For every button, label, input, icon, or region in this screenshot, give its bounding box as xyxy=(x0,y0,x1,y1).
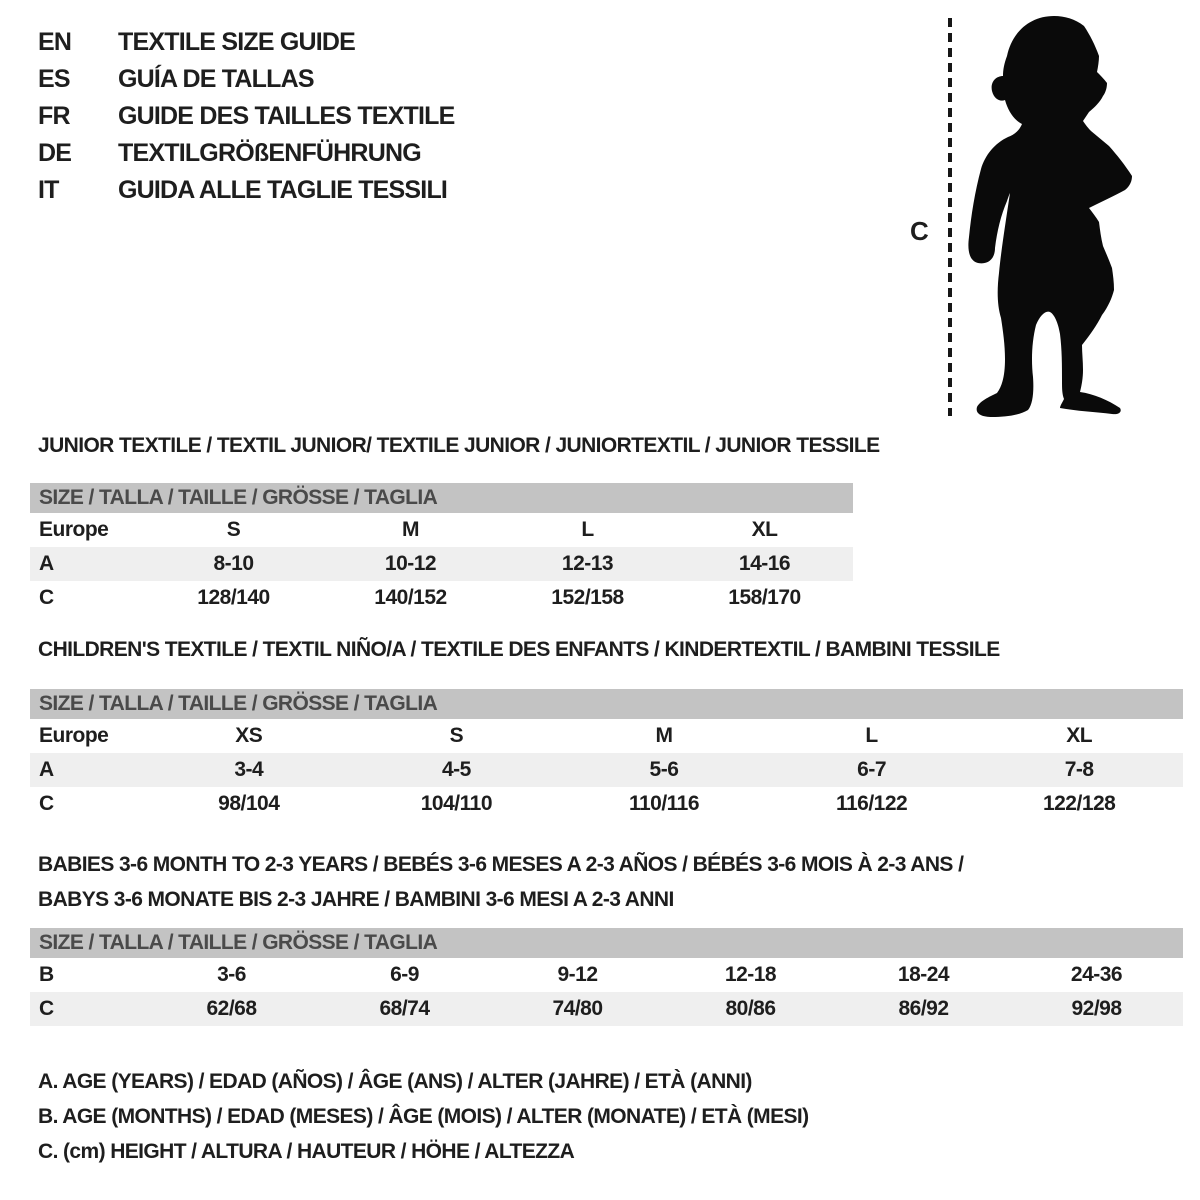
section-title-line: BABIES 3-6 MONTH TO 2-3 YEARS / BEBÉS 3-… xyxy=(38,853,964,876)
table-cell: 24-36 xyxy=(1070,963,1123,986)
table-row: B 3-6 6-9 9-12 12-18 18-24 24-36 xyxy=(30,958,1183,992)
legend-line: A. AGE (YEARS) / EDAD (AÑOS) / ÂGE (ANS)… xyxy=(38,1070,752,1093)
language-code: IT xyxy=(38,176,59,204)
table-cell: M xyxy=(402,518,420,541)
table-cell: 74/80 xyxy=(552,997,603,1020)
legend-line: B. AGE (MONTHS) / EDAD (MESES) / ÂGE (MO… xyxy=(38,1105,809,1128)
table-cell: 5-6 xyxy=(649,758,679,781)
height-measure-dashed-line xyxy=(948,18,952,416)
table-cell: 140/152 xyxy=(374,586,447,609)
height-measure-label: C xyxy=(910,216,929,246)
legend-line: C. (cm) HEIGHT / ALTURA / HAUTEUR / HÖHE… xyxy=(38,1140,575,1163)
table-row: C 98/104 104/110 110/116 116/122 122/128 xyxy=(30,787,1183,821)
row-label: A xyxy=(39,758,54,781)
table-cell: XL xyxy=(1066,724,1093,747)
language-row: EN TEXTILE SIZE GUIDE xyxy=(38,24,455,61)
row-label: C xyxy=(39,586,54,609)
row-label: C xyxy=(39,792,54,815)
table-cell: 9-12 xyxy=(557,963,598,986)
table-cell: XS xyxy=(235,724,263,747)
section-title-children: CHILDREN'S TEXTILE / TEXTIL NIÑO/A / TEX… xyxy=(38,638,1000,662)
table-cell: 80/86 xyxy=(725,997,776,1020)
table-cell: 6-7 xyxy=(857,758,886,781)
section-title-line: CHILDREN'S TEXTILE / TEXTIL NIÑO/A / TEX… xyxy=(38,638,1000,661)
table-cell: 3-6 xyxy=(217,963,246,986)
language-title: GUIDE DES TAILLES TEXTILE xyxy=(118,102,455,130)
section-title-babies: BABIES 3-6 MONTH TO 2-3 YEARS / BEBÉS 3-… xyxy=(38,847,1038,917)
table-cell: 7-8 xyxy=(1064,758,1094,781)
language-title: GUIDA ALLE TAGLIE TESSILI xyxy=(118,176,448,204)
language-row: DE TEXTILGRÖßENFÜHRUNG xyxy=(38,135,455,172)
language-code: DE xyxy=(38,139,72,167)
table-row: C 128/140 140/152 152/158 158/170 xyxy=(30,581,853,615)
table-row: Europe XS S M L XL xyxy=(30,719,1183,753)
size-table-header: SIZE / TALLA / TAILLE / GRÖSSE / TAGLIA xyxy=(30,689,1183,719)
table-cell: 6-9 xyxy=(390,963,419,986)
table-cell: 12-13 xyxy=(561,552,614,575)
table-cell: XL xyxy=(751,518,778,541)
table-row: Europe S M L XL xyxy=(30,513,853,547)
size-table-header: SIZE / TALLA / TAILLE / GRÖSSE / TAGLIA xyxy=(30,928,1183,958)
section-title-junior: JUNIOR TEXTILE / TEXTIL JUNIOR/ TEXTILE … xyxy=(38,434,880,458)
row-label: B xyxy=(39,963,54,986)
language-row: FR GUIDE DES TAILLES TEXTILE xyxy=(38,98,455,135)
section-title-line: BABYS 3-6 MONATE BIS 2-3 JAHRE / BAMBINI… xyxy=(38,888,674,911)
toddler-silhouette-icon xyxy=(968,16,1132,417)
table-cell: 110/116 xyxy=(628,792,700,815)
legend: A. AGE (YEARS) / EDAD (AÑOS) / ÂGE (ANS)… xyxy=(38,1064,809,1169)
language-title: GUÍA DE TALLAS xyxy=(118,65,315,93)
row-label: Europe xyxy=(39,518,109,541)
table-cell: 62/68 xyxy=(206,997,257,1020)
table-cell: S xyxy=(449,724,464,747)
table-cell: 86/92 xyxy=(898,997,949,1020)
table-cell: 68/74 xyxy=(379,997,430,1020)
language-title: TEXTILE SIZE GUIDE xyxy=(118,28,356,56)
row-label: C xyxy=(39,997,54,1020)
table-cell: 18-24 xyxy=(897,963,950,986)
row-label: A xyxy=(39,552,54,575)
row-label: Europe xyxy=(39,724,109,747)
language-code: FR xyxy=(38,102,71,130)
table-row: C 62/68 68/74 74/80 80/86 86/92 92/98 xyxy=(30,992,1183,1026)
table-cell: 10-12 xyxy=(384,552,437,575)
size-table-junior: SIZE / TALLA / TAILLE / GRÖSSE / TAGLIA E… xyxy=(30,483,853,615)
table-cell: 12-18 xyxy=(724,963,777,986)
table-cell: 152/158 xyxy=(551,586,624,609)
language-row: ES GUÍA DE TALLAS xyxy=(38,61,455,98)
table-cell: S xyxy=(226,518,241,541)
size-table-babies: SIZE / TALLA / TAILLE / GRÖSSE / TAGLIA B… xyxy=(30,928,1183,1026)
section-title-line: JUNIOR TEXTILE / TEXTIL JUNIOR/ TEXTILE … xyxy=(38,434,880,457)
table-cell: 128/140 xyxy=(197,586,270,609)
language-code: EN xyxy=(38,28,72,56)
table-cell: L xyxy=(581,518,594,541)
table-cell: 4-5 xyxy=(441,758,471,781)
table-cell: 92/98 xyxy=(1071,997,1122,1020)
table-cell: 122/128 xyxy=(1042,792,1116,815)
table-row: A 3-4 4-5 5-6 6-7 7-8 xyxy=(30,753,1183,787)
language-row: IT GUIDA ALLE TAGLIE TESSILI xyxy=(38,172,455,209)
table-cell: 98/104 xyxy=(218,792,280,815)
table-cell: 3-4 xyxy=(234,758,264,781)
size-table-header: SIZE / TALLA / TAILLE / GRÖSSE / TAGLIA xyxy=(30,483,853,513)
table-cell: 104/110 xyxy=(420,792,493,815)
language-code: ES xyxy=(38,65,71,93)
table-cell: 158/170 xyxy=(728,586,801,609)
size-table-children: SIZE / TALLA / TAILLE / GRÖSSE / TAGLIA E… xyxy=(30,689,1183,821)
table-cell: 116/122 xyxy=(835,792,908,815)
table-cell: M xyxy=(655,724,673,747)
table-cell: 8-10 xyxy=(213,552,254,575)
table-cell: L xyxy=(865,724,878,747)
table-cell: 14-16 xyxy=(738,552,791,575)
language-title: TEXTILGRÖßENFÜHRUNG xyxy=(118,139,422,167)
language-title-list: EN TEXTILE SIZE GUIDE ES GUÍA DE TALLAS FR GU… xyxy=(38,24,455,209)
table-row: A 8-10 10-12 12-13 14-16 xyxy=(30,547,853,581)
